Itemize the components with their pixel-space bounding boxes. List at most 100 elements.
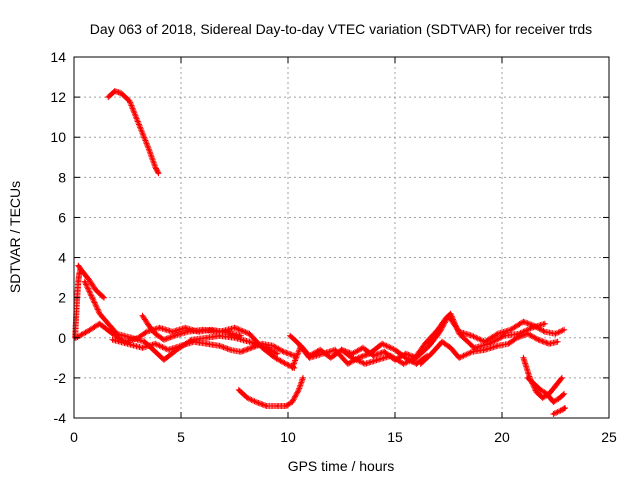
data-point [562, 392, 566, 396]
y-axis-label: SDTVAR / TECUs [7, 181, 23, 293]
data-point [383, 350, 386, 354]
data-point [265, 404, 268, 408]
data-point [496, 332, 499, 335]
data-point [376, 358, 380, 362]
series-arc-g [139, 312, 298, 371]
series-markers [550, 405, 569, 417]
y-tick-label: 2 [58, 290, 66, 306]
data-point [77, 280, 80, 283]
data-point [218, 344, 221, 347]
data-point [487, 342, 491, 345]
data-point [372, 354, 375, 358]
axis-ticks: 0 5 10 15 20 25 -4 -2 0 2 4 6 8 10 12 14 [50, 49, 617, 445]
y-tick-label: 4 [58, 250, 66, 266]
data-point [162, 358, 166, 362]
series-arc-p [550, 405, 569, 417]
data-point [530, 326, 534, 329]
data-point [126, 342, 129, 345]
data-point [218, 330, 221, 333]
x-tick-label: 15 [387, 429, 403, 445]
data-point [229, 348, 232, 352]
y-tick-label: -4 [54, 410, 67, 426]
data-point [562, 328, 566, 331]
data-point [472, 346, 476, 350]
data-point [558, 396, 561, 400]
data-point [547, 342, 551, 345]
data-point [552, 412, 555, 416]
data-point [98, 322, 101, 325]
data-point [239, 334, 243, 337]
data-point [85, 330, 89, 333]
x-tick-label: 0 [70, 429, 78, 445]
data-point [128, 99, 131, 103]
data-point [556, 410, 559, 414]
data-point [143, 340, 146, 343]
data-point [83, 280, 86, 283]
data-point [428, 344, 431, 347]
data-point [98, 312, 101, 315]
data-point [545, 392, 549, 396]
data-point [113, 89, 116, 93]
data-point [246, 396, 249, 400]
data-point [276, 352, 279, 356]
data-point [141, 314, 144, 317]
data-point [147, 324, 151, 327]
data-point [87, 278, 91, 281]
data-point [532, 382, 536, 386]
data-point [333, 348, 337, 352]
data-point [205, 336, 208, 339]
data-point [77, 264, 80, 267]
x-tick-label: 20 [494, 429, 510, 445]
data-point [94, 288, 97, 291]
data-point [329, 356, 332, 360]
data-point [273, 356, 277, 360]
data-point [297, 388, 300, 392]
data-point [102, 296, 106, 299]
data-point [179, 344, 183, 347]
data-point [134, 115, 138, 119]
x-axis-label: GPS time / hours [288, 458, 395, 474]
data-point [115, 332, 119, 335]
data-point [284, 362, 288, 366]
data-point [261, 346, 264, 350]
data-point [107, 95, 110, 99]
data-point [537, 338, 540, 341]
data-point [301, 376, 305, 380]
data-point [233, 336, 236, 339]
data-point [539, 388, 542, 392]
data-point [276, 404, 279, 408]
data-point [192, 340, 196, 343]
chart-title: Day 063 of 2018, Sidereal Day-to-day VTE… [90, 21, 592, 37]
series-arc-h [235, 374, 306, 409]
data-point [81, 270, 84, 273]
data-point [119, 91, 123, 95]
data-point [368, 352, 371, 356]
data-point [541, 396, 544, 400]
data-point [543, 330, 546, 333]
data-point [205, 342, 208, 345]
data-point [173, 334, 176, 337]
data-point [440, 340, 444, 343]
data-point [423, 342, 427, 345]
data-point [346, 362, 350, 366]
data-point [410, 360, 414, 364]
data-point [458, 332, 461, 335]
data-point [284, 404, 288, 408]
data-point [470, 334, 474, 337]
data-point [340, 348, 343, 352]
data-point [184, 326, 187, 329]
series-arc-j [287, 332, 431, 367]
series-markers [235, 374, 306, 409]
data-point [363, 362, 367, 366]
data-point [415, 362, 418, 366]
data-point [233, 326, 236, 329]
y-tick-label: -2 [54, 370, 67, 386]
data-point [145, 330, 148, 333]
data-point [157, 172, 160, 175]
series-layer [72, 88, 569, 417]
data-point [449, 346, 452, 350]
data-point [436, 328, 439, 331]
data-point [237, 388, 240, 392]
data-point [526, 376, 529, 380]
